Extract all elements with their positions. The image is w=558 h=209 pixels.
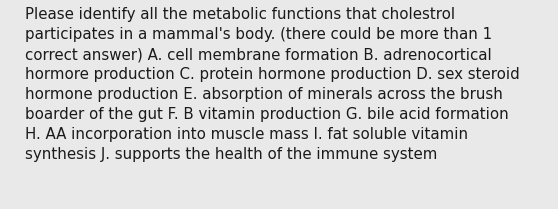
Text: Please identify all the metabolic functions that cholestrol
participates in a ma: Please identify all the metabolic functi… (25, 7, 519, 162)
